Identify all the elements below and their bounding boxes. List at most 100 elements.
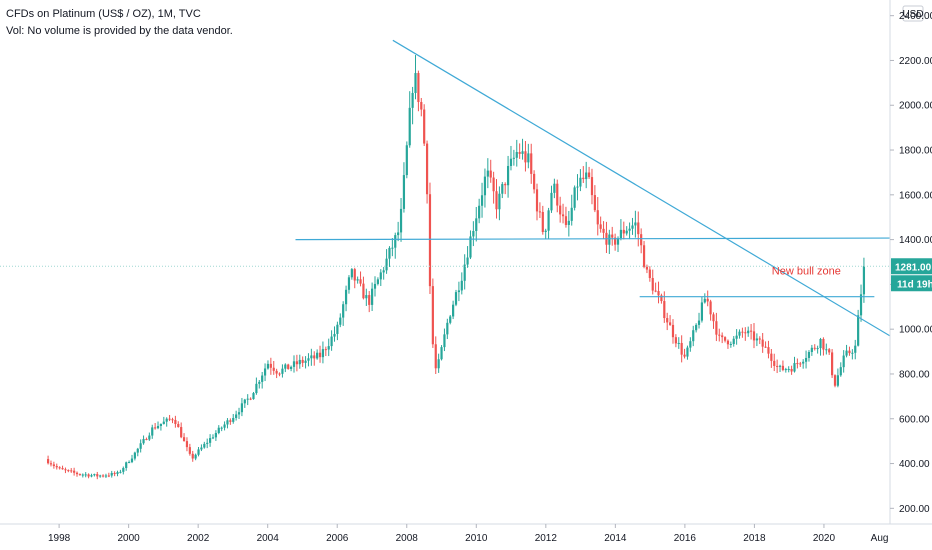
candle-body [538, 211, 542, 213]
candle-body [778, 365, 782, 367]
candle [668, 315, 672, 326]
candle-body [663, 301, 666, 319]
candle-body [706, 298, 709, 302]
candle-body [313, 355, 316, 359]
candle [394, 232, 397, 259]
candle [151, 424, 154, 439]
candle [634, 210, 637, 238]
trendline[interactable] [392, 39, 891, 337]
candle [515, 139, 518, 167]
candle-body [810, 347, 813, 353]
y-tick-label: 2000.00 [899, 101, 932, 112]
candle [431, 278, 434, 348]
candle [411, 86, 414, 125]
candle-body [671, 324, 675, 338]
candle-body [148, 435, 151, 440]
candle-body [278, 373, 281, 375]
candle-body [67, 470, 70, 472]
candle [851, 349, 854, 360]
candle [631, 217, 634, 235]
candle [307, 353, 310, 367]
candle-body [240, 403, 244, 413]
candle [495, 179, 498, 219]
candle [55, 463, 58, 470]
candle-body [567, 220, 570, 225]
candle [697, 312, 701, 329]
candle [116, 470, 119, 477]
candle-body [55, 466, 58, 468]
candle [385, 249, 388, 274]
currency-badge[interactable]: USD [902, 5, 924, 22]
candle-body [703, 298, 706, 303]
candle [567, 210, 570, 237]
candle [133, 451, 136, 461]
candle-body [258, 381, 261, 384]
candle-body [480, 195, 484, 206]
candle [58, 466, 61, 470]
candle [171, 417, 174, 424]
drawing-layer[interactable]: New bull zone [0, 39, 891, 337]
candle-body [495, 191, 498, 210]
candle-body [84, 474, 87, 476]
candle [521, 138, 524, 160]
candle [755, 333, 758, 347]
candle-body [399, 208, 403, 233]
candle [240, 397, 244, 417]
candle-body [518, 152, 521, 154]
candle [469, 230, 472, 260]
candle [217, 425, 220, 435]
candle-body [113, 473, 116, 475]
candle-body [628, 228, 631, 231]
candle [530, 143, 533, 184]
candle-body [553, 183, 556, 193]
candle-body [749, 330, 753, 332]
candle-body [235, 414, 238, 418]
candle [255, 377, 258, 395]
candle-body [668, 322, 672, 325]
candle-body [590, 177, 594, 196]
y-tick-label: 400.00 [899, 459, 930, 470]
candle-body [342, 304, 345, 318]
x-tick-label: 2004 [257, 533, 280, 544]
candle-body [116, 472, 119, 474]
candle-body [784, 369, 787, 371]
candle [350, 267, 353, 280]
y-tick-label: 1600.00 [899, 190, 932, 201]
candle [802, 359, 805, 369]
candle-body [425, 143, 429, 195]
candle-body [371, 288, 374, 305]
candle-body [660, 295, 663, 302]
candle [561, 203, 565, 224]
x-tick-label: 2014 [604, 533, 627, 544]
trendline[interactable] [295, 237, 891, 241]
candle [113, 471, 116, 477]
candle [145, 437, 148, 441]
candle-body [689, 341, 692, 348]
candle [709, 299, 712, 321]
candle-body [110, 473, 113, 476]
candle [67, 469, 70, 473]
candle [506, 155, 510, 198]
candle [587, 166, 591, 179]
candle-body [642, 245, 646, 267]
candle [84, 472, 87, 478]
candle [770, 348, 773, 368]
candle [651, 269, 654, 295]
candle [538, 202, 542, 218]
candle [576, 174, 579, 201]
candle-body [790, 368, 793, 372]
candle-body [446, 322, 449, 335]
candle-body [373, 283, 377, 289]
candle [773, 353, 776, 372]
candle-body [715, 321, 718, 335]
time-axis[interactable]: 1998 2000 2002 2004 2006 2008 2010 2012 2014 2016… [0, 523, 932, 544]
candle [292, 355, 296, 373]
candle-body [133, 452, 136, 459]
candle [142, 435, 145, 445]
candle [414, 55, 417, 100]
candle [168, 414, 171, 422]
candle-body [802, 361, 805, 364]
candle-body [787, 368, 790, 370]
annotation-text[interactable]: New bull zone [772, 265, 841, 277]
